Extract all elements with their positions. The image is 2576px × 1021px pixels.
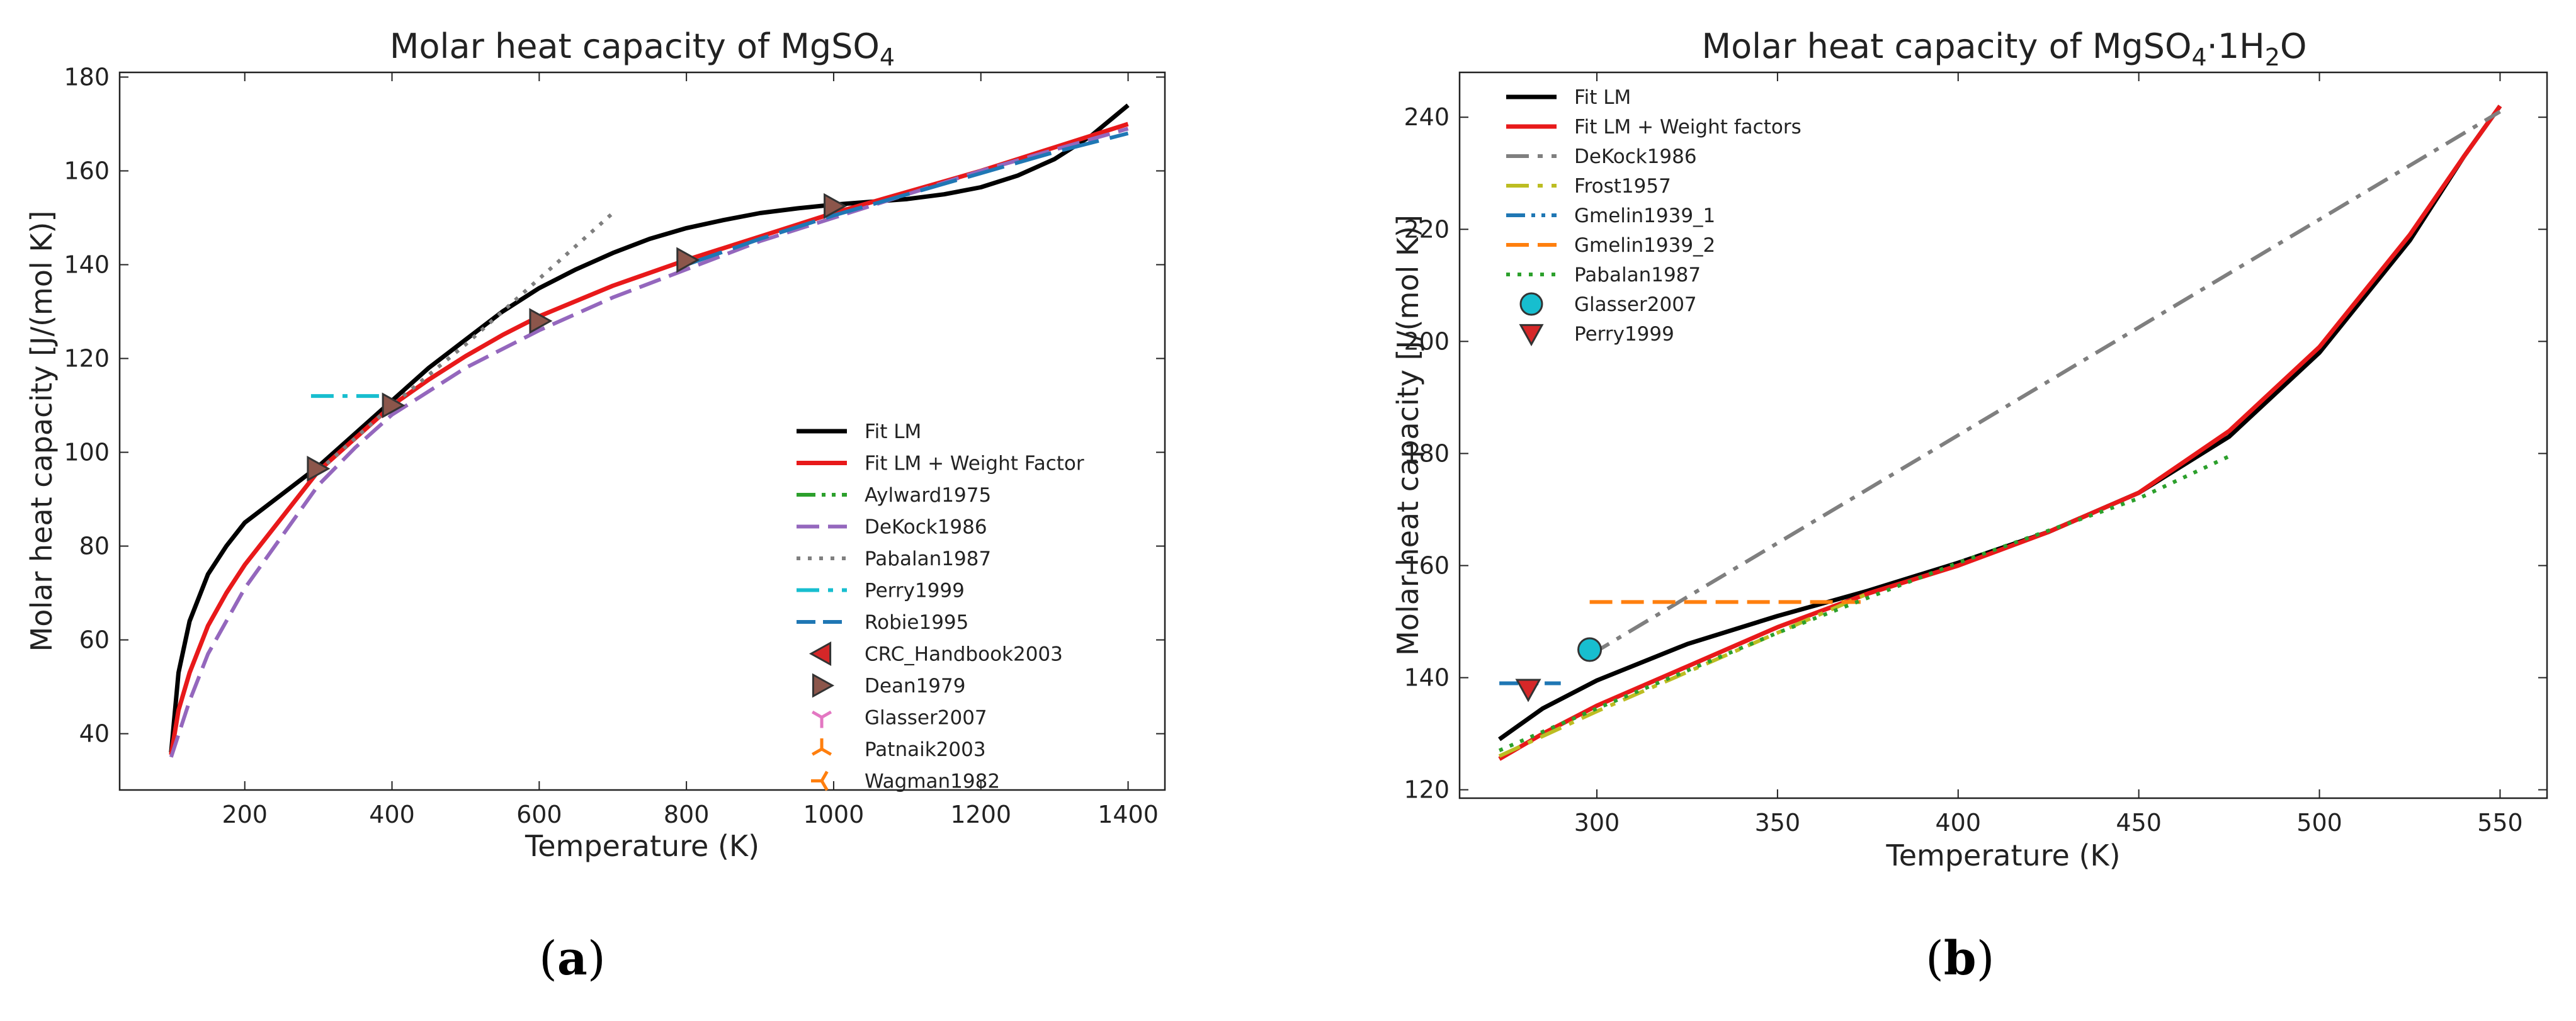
legend-glasser2007-label: Glasser2007 bbox=[865, 707, 987, 730]
y-axis-label: Molar heat capacity [J/(mol K)] bbox=[25, 211, 59, 652]
chart-title: Molar heat capacity of MgSO4 bbox=[390, 26, 895, 71]
series-fit-lm-weight-factors-line bbox=[1498, 104, 2502, 761]
series-pabalan1987-line bbox=[1498, 454, 2230, 753]
series-dekock1986-line bbox=[169, 127, 1129, 758]
x-axis-label: Temperature (K) bbox=[525, 829, 759, 863]
x-tick-label-400: 400 bbox=[369, 801, 415, 828]
y-tick-label-120: 120 bbox=[64, 345, 110, 373]
legend-glasser2007-marker-stroke-0 bbox=[811, 710, 823, 719]
legend: Fit LM Fit LM + Weight Factor Aylward1975 D… bbox=[797, 420, 1084, 793]
series-frost1957-line bbox=[1498, 592, 1869, 758]
series-fit-lm-line bbox=[169, 103, 1130, 753]
legend-perry1999-marker bbox=[1519, 324, 1544, 347]
legend-dekock1986-label: DeKock1986 bbox=[865, 516, 987, 539]
x-axis-label: Temperature (K) bbox=[1885, 838, 2120, 872]
legend-glasser2007-marker bbox=[811, 710, 832, 728]
y-axis-label: Molar heat capacity [J/(mol K)] bbox=[1391, 215, 1425, 656]
x-tick-label-550: 550 bbox=[2477, 809, 2523, 837]
legend-fit-lm-weight-factors-label: Fit LM + Weight factors bbox=[1574, 116, 1801, 138]
x-tick-label-350: 350 bbox=[1755, 809, 1801, 837]
legend-crc-handbook2003-label: CRC_Handbook2003 bbox=[865, 643, 1063, 666]
y-tick-label-200: 200 bbox=[1404, 327, 1450, 355]
series-fit-lm-weight-factor-line bbox=[169, 121, 1129, 755]
x-tick-label-600: 600 bbox=[516, 801, 562, 828]
y-tick-label-160: 160 bbox=[64, 157, 110, 184]
y-tick-label-180: 180 bbox=[64, 63, 110, 91]
legend-pabalan1987-label: Pabalan1987 bbox=[865, 548, 991, 570]
y-tick-label-180: 180 bbox=[1404, 439, 1450, 467]
chart-a: Molar heat capacity of MgSO4 200 400 600 800… bbox=[25, 26, 1166, 863]
series-dean1979-point-3 bbox=[676, 247, 700, 273]
subfigure-label-a: (a) bbox=[539, 932, 606, 986]
chart-b: Molar heat capacity of MgSO4·1H2O 300 350 4… bbox=[1391, 26, 2548, 872]
legend-glasser2007-label: Glasser2007 bbox=[1574, 293, 1697, 316]
legend-aylward1975-label: Aylward1975 bbox=[865, 484, 991, 507]
legend-dean1979-marker bbox=[812, 673, 835, 698]
legend-patnaik2003-label: Patnaik2003 bbox=[865, 738, 986, 761]
legend-patnaik2003-marker bbox=[811, 738, 832, 756]
series-dean1979-point-0 bbox=[307, 456, 331, 482]
subfigure-letter-b: b bbox=[1943, 932, 1977, 986]
legend-wagman1982-label: Wagman1982 bbox=[865, 770, 1000, 793]
x-tick-label-200: 200 bbox=[222, 801, 268, 828]
y-tick-label-60: 60 bbox=[79, 626, 110, 654]
y-tick-label-140: 140 bbox=[1404, 664, 1450, 692]
x-tick-label-300: 300 bbox=[1574, 809, 1620, 837]
plot-area bbox=[169, 103, 1130, 758]
y-tick-label-80: 80 bbox=[79, 533, 110, 560]
legend-crc-handbook2003-marker bbox=[809, 641, 832, 667]
y-tick-label-240: 240 bbox=[1404, 103, 1450, 131]
legend-glasser2007-marker-stroke-1 bbox=[820, 710, 832, 719]
plot-frame bbox=[1458, 71, 2548, 799]
series-pabalan1987-line bbox=[317, 212, 615, 473]
legend-perry1999-label: Perry1999 bbox=[865, 580, 965, 602]
y-tick-label-120: 120 bbox=[1404, 776, 1450, 804]
legend-wagman1982-marker bbox=[811, 770, 829, 791]
x-tick-label-800: 800 bbox=[664, 801, 710, 828]
plot-area bbox=[1498, 104, 2502, 761]
x-tick-label-1200: 1200 bbox=[950, 801, 1011, 828]
legend-fit-lm-label: Fit LM bbox=[865, 420, 921, 443]
legend-glasser2007-marker bbox=[1519, 292, 1543, 316]
legend-pabalan1987-label: Pabalan1987 bbox=[1574, 264, 1701, 286]
y-tick-label-100: 100 bbox=[64, 439, 110, 466]
x-tick-label-500: 500 bbox=[2296, 809, 2342, 837]
chart-title: Molar heat capacity of MgSO4·1H2O bbox=[1702, 26, 2307, 71]
legend-patnaik2003-marker-stroke-0 bbox=[811, 747, 823, 756]
series-robie1995-line bbox=[686, 131, 1129, 267]
legend-frost1957-label: Frost1957 bbox=[1574, 175, 1671, 198]
y-tick-label-40: 40 bbox=[79, 720, 110, 748]
x-tick-label-450: 450 bbox=[2116, 809, 2162, 837]
series-dean1979-point-4 bbox=[824, 193, 848, 219]
legend-dekock1986-label: DeKock1986 bbox=[1574, 145, 1697, 168]
plot-frame bbox=[118, 71, 1166, 791]
legend-patnaik2003-marker-stroke-1 bbox=[820, 747, 832, 756]
subfigure-label-b: (b) bbox=[1926, 932, 1995, 986]
subfigure-letter-a: a bbox=[557, 932, 587, 986]
y-tick-label-140: 140 bbox=[64, 251, 110, 278]
legend-wagman1982-marker-stroke-1 bbox=[820, 780, 829, 791]
legend-fit-lm-weight-factor-label: Fit LM + Weight Factor bbox=[865, 453, 1084, 475]
legend-gmelin1939-1-label: Gmelin1939_1 bbox=[1574, 205, 1715, 227]
series-dean1979-point-2 bbox=[529, 308, 553, 334]
series-dekock1986-line bbox=[1589, 110, 2501, 657]
series-glasser2007-point-0 bbox=[1577, 637, 1603, 662]
series-fit-lm-line bbox=[1498, 104, 2502, 742]
legend-fit-lm-label: Fit LM bbox=[1574, 86, 1631, 109]
legend-gmelin1939-2-label: Gmelin1939_2 bbox=[1574, 234, 1715, 257]
legend: Fit LM Fit LM + Weight factors DeKock1986 F… bbox=[1506, 86, 1801, 347]
legend-wagman1982-marker-stroke-0 bbox=[820, 770, 829, 782]
series-dean1979-point-1 bbox=[382, 392, 406, 419]
series-perry1999-point-0 bbox=[1515, 679, 1541, 702]
x-tick-label-400: 400 bbox=[1936, 809, 1982, 837]
legend-perry1999-label: Perry1999 bbox=[1574, 323, 1674, 346]
legend-robie1995-label: Robie1995 bbox=[865, 611, 968, 634]
x-tick-label-1000: 1000 bbox=[803, 801, 865, 828]
legend-dean1979-label: Dean1979 bbox=[865, 675, 965, 697]
y-tick-label-160: 160 bbox=[1404, 552, 1450, 580]
x-tick-label-1400: 1400 bbox=[1098, 801, 1159, 828]
y-tick-label-220: 220 bbox=[1404, 215, 1450, 243]
